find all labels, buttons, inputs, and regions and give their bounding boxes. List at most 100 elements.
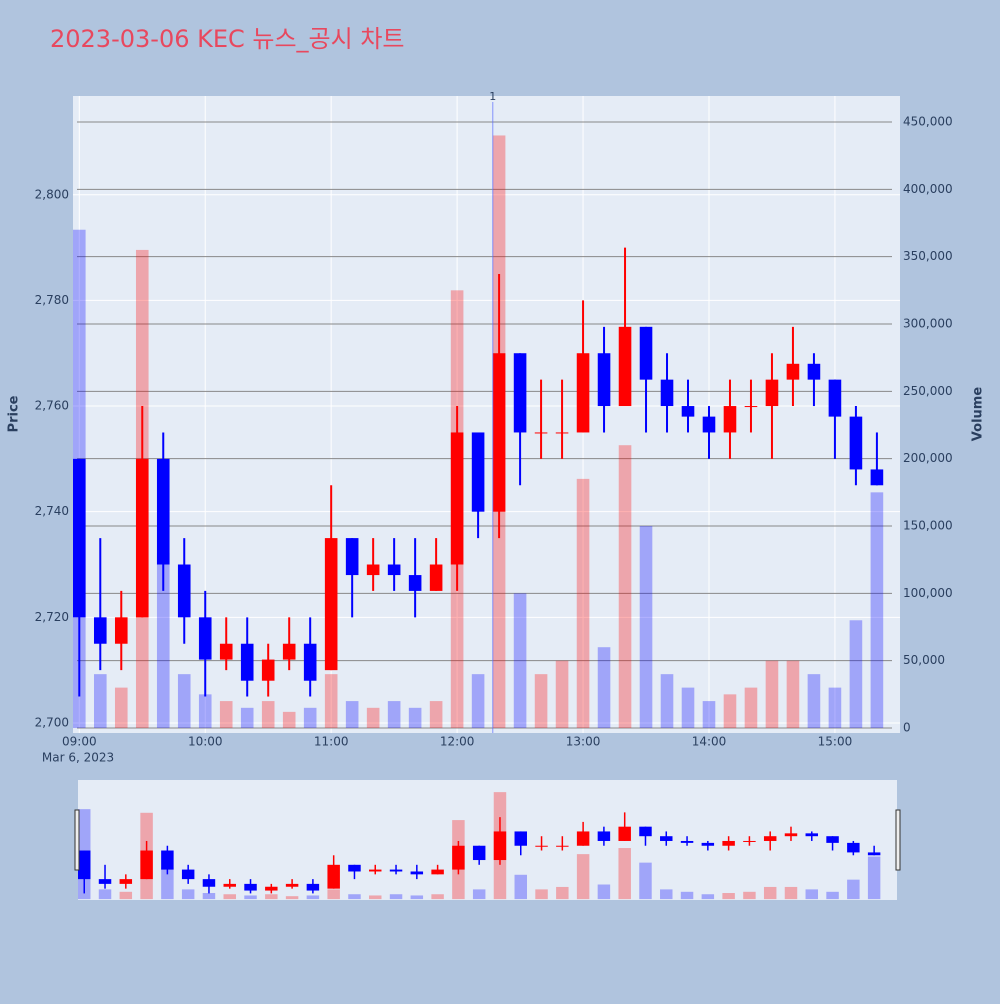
mini-candle-body — [265, 886, 278, 891]
volume-bar — [240, 707, 254, 729]
candle-body — [513, 353, 527, 433]
mini-volume-bar — [556, 886, 569, 900]
candle-body — [828, 379, 842, 417]
mini-candle-body — [514, 831, 527, 846]
x-tick-label: 09:00 — [62, 735, 97, 749]
mini-candle-body — [805, 833, 819, 837]
volume-bar — [618, 445, 632, 729]
y2-tick-label: 100,000 — [903, 586, 953, 600]
volume-bar — [156, 552, 170, 729]
mini-volume-bar — [265, 894, 278, 900]
volume-bar — [408, 707, 422, 729]
y2-axis-title: Volume — [971, 387, 986, 442]
mini-volume-bar — [805, 889, 819, 900]
mini-volume-bar — [181, 889, 195, 900]
candle-body — [744, 406, 758, 408]
mini-candle-body — [701, 842, 715, 846]
volume-bar — [807, 674, 821, 729]
volume-bar — [576, 478, 590, 729]
mini-volume-bar — [639, 862, 652, 900]
mini-candle-body — [535, 845, 548, 847]
mini-volume-bar — [535, 889, 548, 900]
volume-bar — [765, 660, 779, 729]
volume-bar — [114, 687, 128, 729]
candle-body — [240, 643, 254, 681]
mini-candle-body — [410, 871, 424, 875]
mini-volume-bar — [348, 894, 361, 900]
mini-candle-body — [722, 840, 735, 846]
volume-bar — [366, 707, 380, 729]
candle-body — [303, 643, 317, 681]
volume-bar — [282, 711, 296, 729]
mini-candle-body — [244, 883, 257, 891]
candle-body — [723, 406, 737, 433]
volume-bar — [681, 687, 695, 729]
candle-body — [786, 363, 800, 380]
date-label: Mar 6, 2023 — [42, 751, 114, 765]
mini-candle-body — [306, 883, 320, 891]
candle-body — [219, 643, 233, 660]
slider-handle[interactable] — [74, 809, 80, 871]
mini-candle-body — [431, 869, 444, 875]
y-tick-label: 2,700 — [35, 715, 69, 729]
mini-volume-bar — [410, 895, 424, 900]
candle-body — [597, 353, 611, 407]
candle-body — [681, 406, 695, 417]
volume-bar — [219, 701, 233, 729]
mini-volume-bar — [597, 884, 611, 900]
slider-handle[interactable] — [895, 809, 901, 871]
mini-volume-bar — [119, 891, 133, 900]
plot-area — [73, 96, 900, 733]
candle-body — [177, 564, 191, 618]
mini-volume-bar — [306, 895, 320, 900]
candle-body — [429, 564, 443, 591]
mini-candle-body — [680, 840, 694, 843]
mini-candle-body — [327, 864, 340, 889]
mini-volume-bar — [244, 895, 257, 900]
mini-volume-bar — [847, 879, 860, 900]
mini-candle-body — [660, 836, 673, 841]
mini-candle-body — [161, 850, 174, 870]
mini-volume-bar — [660, 889, 673, 900]
candle-body — [576, 353, 590, 433]
mini-candle-body — [78, 850, 91, 880]
volume-bar — [639, 526, 653, 729]
mini-candle-body — [763, 836, 777, 841]
candle-body — [114, 617, 128, 644]
mini-candle-body — [743, 840, 756, 842]
y2-tick-label: 350,000 — [903, 249, 953, 263]
mini-volume-bar — [576, 854, 590, 900]
x-tick-label: 12:00 — [440, 735, 475, 749]
mini-candle-body — [98, 879, 112, 884]
mini-candle-body — [389, 869, 403, 872]
candle-body — [618, 326, 632, 407]
mini-candle-body — [784, 833, 798, 837]
mini-candle-body — [223, 883, 236, 887]
y2-tick-label: 400,000 — [903, 182, 953, 196]
candle-body — [765, 379, 779, 407]
volume-bar — [345, 701, 359, 729]
mini-volume-bar — [722, 893, 735, 900]
candle-body — [492, 353, 506, 512]
mini-volume-bar — [327, 889, 340, 900]
mini-candle-body — [493, 831, 507, 861]
y2-tick-label: 300,000 — [903, 317, 953, 331]
mini-volume-bar — [680, 891, 694, 900]
mini-candle-body — [618, 826, 631, 841]
mini-candle-body — [867, 852, 881, 856]
volume-bar — [387, 701, 401, 729]
candle-body — [135, 458, 149, 618]
volume-bar — [744, 687, 758, 729]
x-tick-label: 11:00 — [314, 735, 349, 749]
x-tick-label: 10:00 — [188, 735, 223, 749]
y-axis-title: Price — [7, 395, 22, 432]
volume-bar — [597, 647, 611, 729]
candle-body — [282, 643, 296, 660]
volume-bar — [261, 701, 275, 729]
candle-body — [471, 432, 485, 512]
y2-tick-label: 450,000 — [903, 114, 953, 128]
mini-volume-bar — [743, 891, 756, 900]
volume-bar — [555, 660, 569, 729]
volume-bar — [93, 674, 107, 729]
candle-body — [555, 432, 569, 434]
